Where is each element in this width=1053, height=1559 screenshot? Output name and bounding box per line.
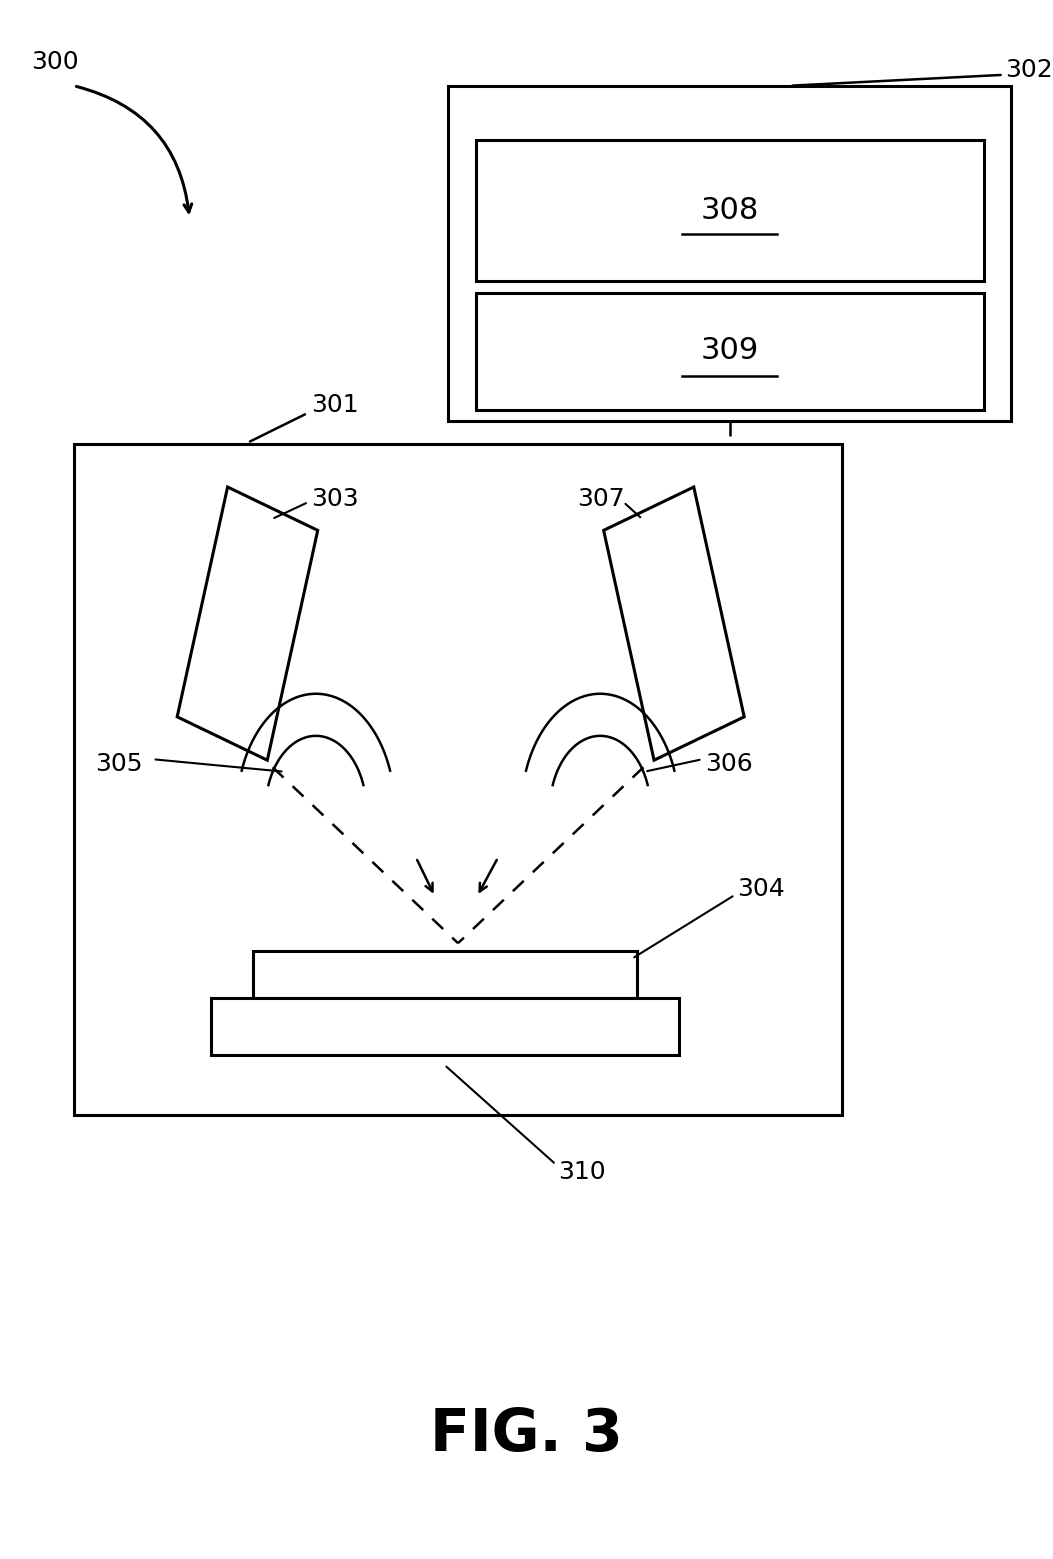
- Text: FIG. 3: FIG. 3: [430, 1406, 623, 1462]
- FancyBboxPatch shape: [448, 86, 1011, 421]
- Polygon shape: [177, 486, 318, 761]
- FancyBboxPatch shape: [211, 998, 679, 1055]
- FancyBboxPatch shape: [74, 444, 842, 1115]
- Text: 302: 302: [1006, 58, 1053, 83]
- Polygon shape: [603, 486, 744, 761]
- Text: 305: 305: [95, 751, 142, 776]
- FancyBboxPatch shape: [476, 293, 984, 410]
- Text: 306: 306: [706, 751, 753, 776]
- FancyBboxPatch shape: [253, 951, 637, 998]
- Text: 310: 310: [558, 1160, 605, 1185]
- Text: 307: 307: [577, 486, 624, 511]
- Text: 309: 309: [700, 337, 759, 365]
- Text: 308: 308: [700, 196, 759, 224]
- FancyBboxPatch shape: [476, 140, 984, 281]
- Text: 300: 300: [32, 50, 79, 75]
- Text: 303: 303: [311, 486, 358, 511]
- Text: 304: 304: [737, 876, 784, 901]
- Text: 301: 301: [311, 393, 358, 418]
